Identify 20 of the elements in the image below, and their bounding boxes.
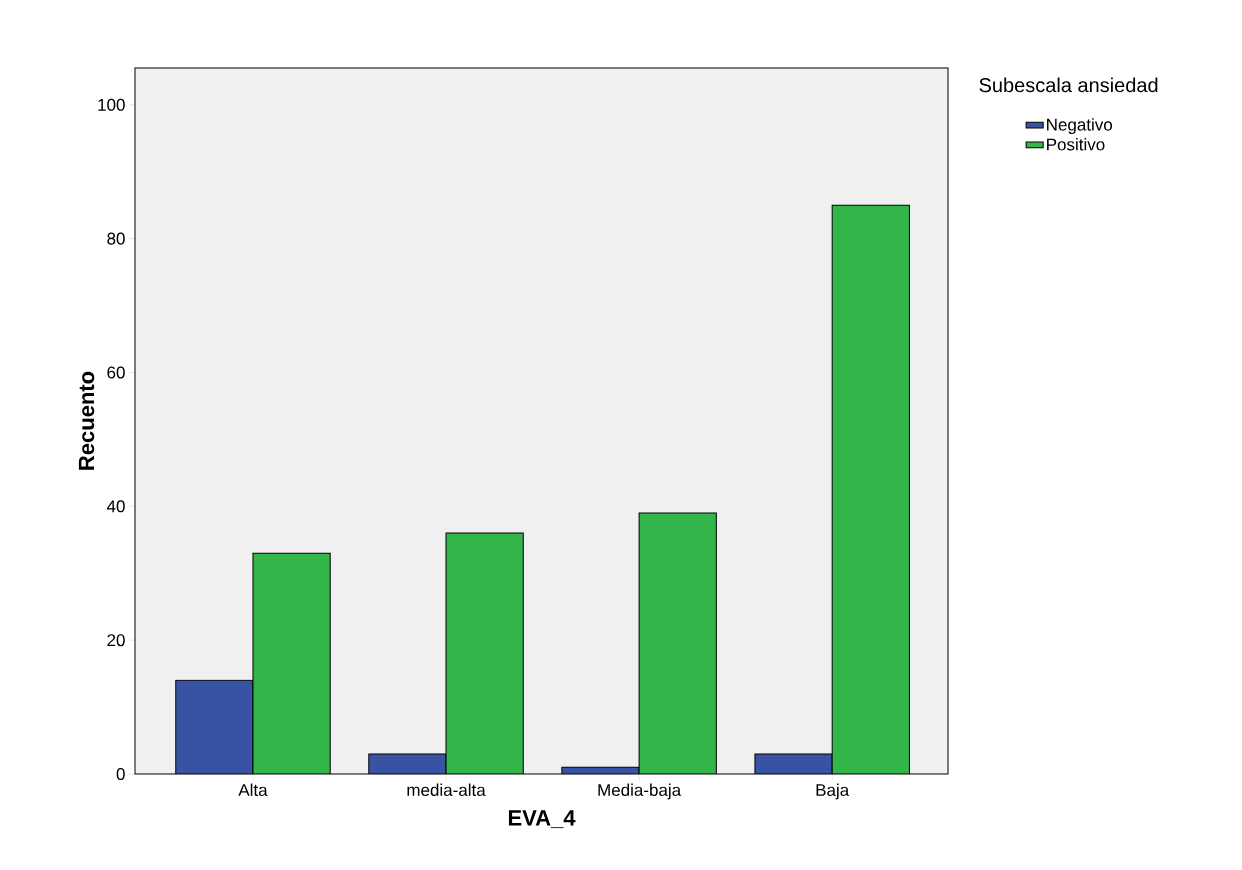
y-tick-label: 60: [107, 366, 125, 379]
y-tick-label: 20: [107, 634, 125, 647]
bar: [831, 204, 910, 774]
legend-label: Negativo: [1047, 118, 1113, 135]
y-tick-label: 40: [106, 500, 125, 513]
x-tick-label: media-alta: [407, 783, 486, 797]
legend-title: Subescala ansiedad: [979, 77, 1158, 93]
bar: [639, 513, 717, 774]
x-tick-label: Media-baja: [598, 783, 682, 800]
bar: [175, 680, 253, 774]
y-axis-title: Recuento: [78, 371, 95, 470]
y-tick-label: 80: [107, 232, 125, 245]
bar: [446, 533, 524, 774]
y-tick-label: 100: [98, 98, 125, 111]
bar: [252, 553, 331, 774]
legend-label: Positivo: [1047, 138, 1105, 151]
x-tick-label: Alta: [238, 783, 268, 797]
x-axis-title: EVA_4: [508, 810, 576, 829]
y-tick-label: 0: [116, 767, 125, 781]
x-tick-label: Baja: [816, 783, 850, 800]
